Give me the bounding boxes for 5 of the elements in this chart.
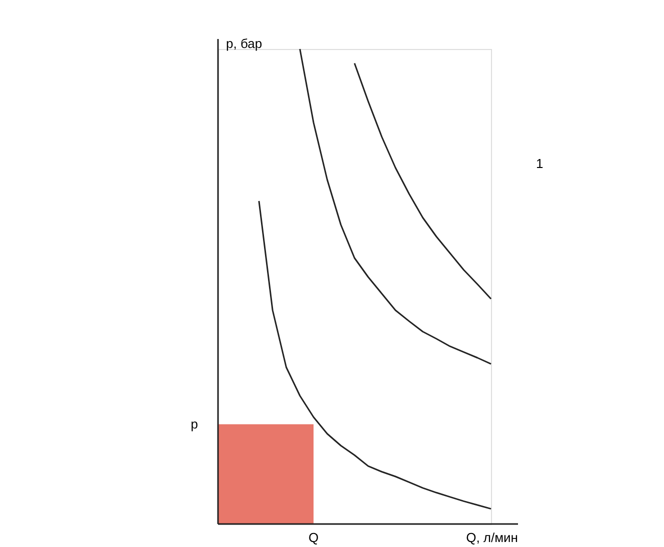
text: p — [190, 416, 198, 432]
x-axis-title: Q, л/мин — [466, 530, 518, 545]
text: Q — [308, 530, 319, 545]
y-axis-title: p, бар — [226, 36, 262, 51]
text: 1 — [536, 156, 544, 171]
